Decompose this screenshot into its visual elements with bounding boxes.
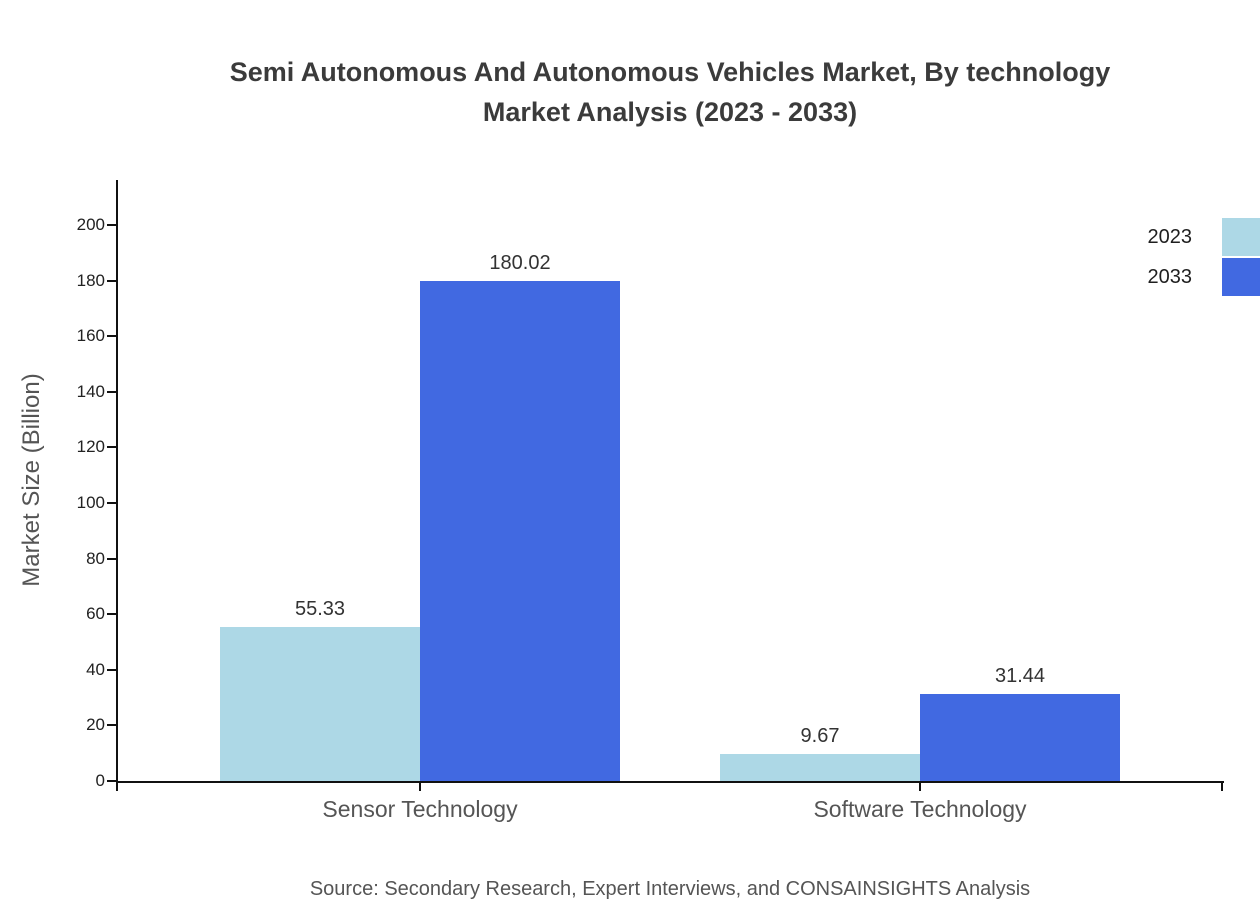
legend-item: 2033 (1148, 258, 1260, 296)
y-tick (107, 446, 116, 449)
x-tick (1221, 783, 1223, 791)
y-tick-label: 100 (76, 493, 105, 512)
legend: 2023 2033 (1148, 218, 1260, 296)
y-tick (107, 557, 116, 560)
x-category-label: Software Technology (813, 796, 1027, 822)
y-axis-line (116, 180, 118, 783)
y-tick (107, 502, 116, 504)
y-tick-label: 140 (76, 381, 105, 401)
x-tick (116, 783, 118, 791)
chart-title: Semi Autonomous And Autonomous Vehicles … (118, 52, 1222, 132)
y-tick-label: 200 (76, 215, 105, 234)
bar-value-label: 55.33 (294, 598, 346, 620)
y-tick-label: 160 (76, 326, 105, 346)
y-tick-label: 60 (86, 604, 105, 624)
x-axis-line (116, 781, 1224, 783)
y-tick (107, 668, 116, 671)
bar (420, 281, 620, 781)
y-tick-label: 0 (95, 771, 105, 790)
source-note: Source: Secondary Research, Expert Inter… (309, 878, 1031, 900)
y-tick-label: 20 (86, 715, 105, 735)
y-tick (107, 279, 116, 282)
bar-value-label: 9.67 (800, 725, 840, 747)
y-tick (107, 224, 116, 226)
y-tick (107, 335, 116, 338)
y-tick (107, 390, 116, 393)
bar (220, 627, 420, 781)
legend-item: 2023 (1148, 218, 1260, 256)
y-tick (107, 613, 116, 616)
x-tick (419, 783, 421, 791)
bar (920, 694, 1120, 781)
y-tick-label: 180 (76, 270, 105, 290)
chart-title-line2: Market Analysis (2023 - 2033) (482, 97, 858, 127)
x-category-label: Sensor Technology (322, 796, 518, 822)
legend-swatch (1222, 218, 1260, 256)
y-tick-label: 40 (86, 659, 105, 679)
y-tick-label: 80 (86, 548, 105, 568)
legend-label: 2033 (1147, 265, 1193, 288)
y-tick (107, 780, 116, 782)
bar-value-label: 180.02 (489, 252, 551, 274)
legend-swatch (1222, 258, 1260, 296)
bar (720, 754, 920, 781)
y-tick (107, 724, 116, 727)
y-tick-label: 120 (76, 437, 105, 457)
bar-value-label: 31.44 (994, 665, 1046, 687)
chart-title-line1: Semi Autonomous And Autonomous Vehicles … (229, 57, 1111, 87)
x-tick (919, 783, 921, 791)
legend-label: 2023 (1147, 225, 1193, 248)
